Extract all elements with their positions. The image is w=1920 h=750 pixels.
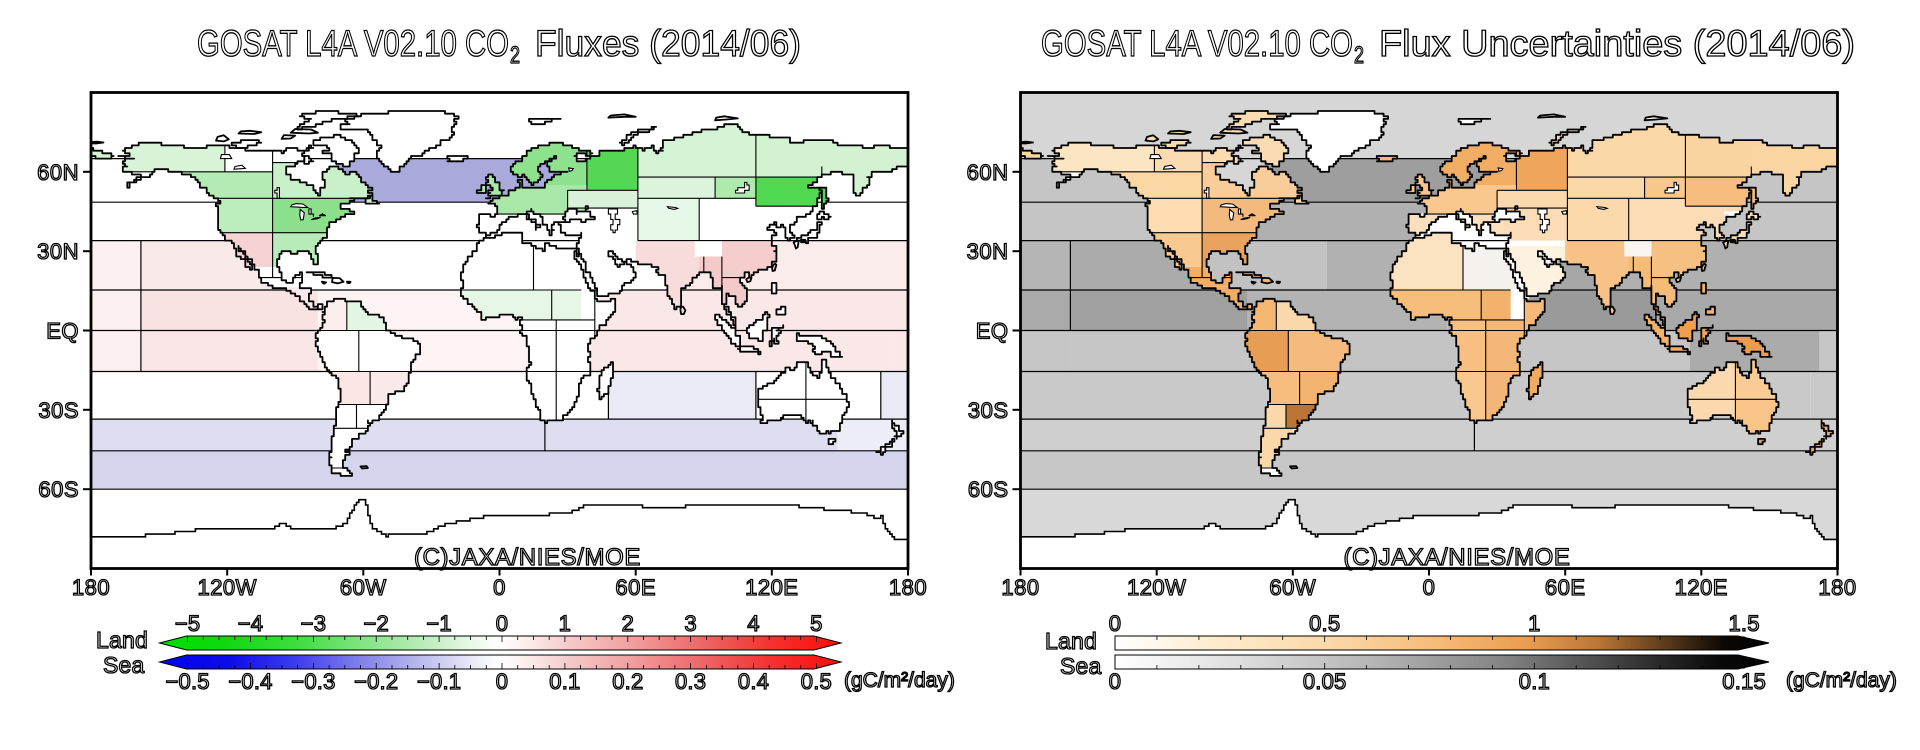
svg-text:0.5: 0.5 [1309, 611, 1340, 636]
svg-text:1: 1 [559, 611, 571, 636]
svg-text:EQ: EQ [976, 319, 1009, 344]
svg-text:(C)JAXA/NIES/MOE: (C)JAXA/NIES/MOE [1344, 544, 1571, 571]
svg-text:0: 0 [1109, 611, 1121, 636]
svg-text:GOSAT L4A V02.10 CO: GOSAT L4A V02.10 CO [197, 23, 509, 64]
svg-text:0: 0 [493, 575, 506, 600]
svg-text:0.1: 0.1 [1519, 669, 1550, 694]
svg-text:0.4: 0.4 [738, 669, 769, 694]
svg-text:180: 180 [889, 575, 927, 600]
svg-text:(gC/m²/day): (gC/m²/day) [844, 669, 955, 692]
svg-text:60N: 60N [37, 160, 79, 185]
svg-text:Flux Uncertainties (2014/06): Flux Uncertainties (2014/06) [1379, 23, 1855, 64]
svg-text:0.05: 0.05 [1303, 669, 1347, 694]
svg-text:−0.1: −0.1 [417, 669, 461, 694]
svg-text:Land: Land [96, 627, 148, 653]
svg-text:−0.4: −0.4 [228, 669, 272, 694]
svg-text:(C)JAXA/NIES/MOE: (C)JAXA/NIES/MOE [414, 544, 641, 571]
svg-text:−3: −3 [301, 611, 326, 636]
svg-text:60E: 60E [1545, 575, 1586, 600]
svg-text:120E: 120E [745, 575, 798, 600]
svg-text:Sea: Sea [1060, 653, 1102, 679]
svg-text:0.15: 0.15 [1722, 669, 1766, 694]
svg-text:60S: 60S [38, 477, 79, 502]
svg-text:2: 2 [510, 42, 520, 69]
svg-text:180: 180 [1001, 575, 1039, 600]
svg-text:0: 0 [496, 669, 508, 694]
svg-text:−5: −5 [175, 611, 200, 636]
svg-text:180: 180 [72, 575, 110, 600]
svg-text:30N: 30N [967, 239, 1009, 264]
svg-text:30N: 30N [37, 239, 79, 264]
svg-text:0: 0 [1109, 669, 1121, 694]
svg-text:30S: 30S [38, 398, 79, 423]
svg-text:−0.3: −0.3 [291, 669, 335, 694]
svg-text:120W: 120W [1127, 575, 1186, 600]
svg-text:60W: 60W [1269, 575, 1316, 600]
svg-text:60N: 60N [967, 160, 1009, 185]
svg-text:120E: 120E [1675, 575, 1728, 600]
svg-text:3: 3 [684, 611, 696, 636]
svg-text:Sea: Sea [103, 652, 145, 678]
svg-text:60W: 60W [340, 575, 387, 600]
svg-text:0.3: 0.3 [675, 669, 706, 694]
svg-text:−2: −2 [363, 611, 388, 636]
svg-text:2: 2 [1354, 42, 1364, 69]
svg-text:1.5: 1.5 [1729, 611, 1760, 636]
svg-text:180: 180 [1818, 575, 1856, 600]
svg-text:−1: −1 [426, 611, 451, 636]
svg-text:EQ: EQ [46, 319, 79, 344]
svg-text:1: 1 [1528, 611, 1540, 636]
svg-text:−0.2: −0.2 [354, 669, 398, 694]
svg-text:(gC/m²/day): (gC/m²/day) [1786, 669, 1897, 692]
svg-text:Fluxes (2014/06): Fluxes (2014/06) [535, 23, 801, 64]
svg-text:5: 5 [810, 611, 822, 636]
svg-text:60S: 60S [968, 477, 1009, 502]
svg-text:GOSAT L4A V02.10 CO: GOSAT L4A V02.10 CO [1041, 23, 1353, 64]
svg-text:0.1: 0.1 [549, 669, 580, 694]
svg-text:4: 4 [747, 611, 759, 636]
svg-text:0.2: 0.2 [612, 669, 643, 694]
svg-text:30S: 30S [968, 398, 1009, 423]
svg-text:120W: 120W [197, 575, 256, 600]
svg-text:0: 0 [496, 611, 508, 636]
svg-text:0.5: 0.5 [801, 669, 832, 694]
svg-text:60E: 60E [615, 575, 656, 600]
svg-text:2: 2 [622, 611, 634, 636]
svg-text:0: 0 [1423, 575, 1436, 600]
svg-text:−4: −4 [238, 611, 263, 636]
svg-text:Land: Land [1045, 628, 1097, 654]
svg-text:−0.5: −0.5 [165, 669, 209, 694]
